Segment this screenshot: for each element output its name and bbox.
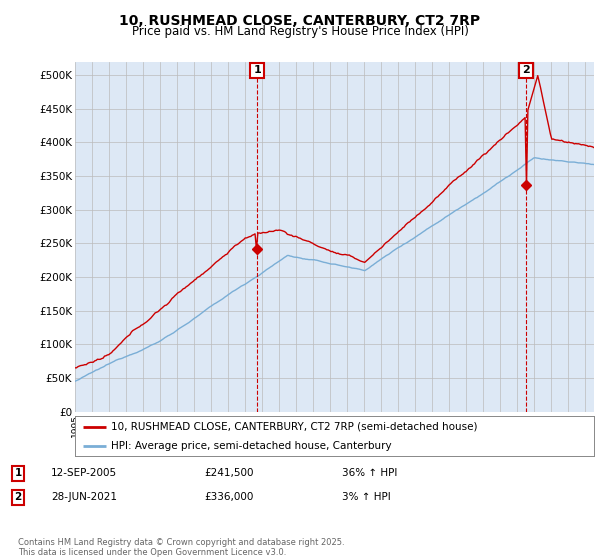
- Text: 2: 2: [522, 66, 530, 76]
- Text: 10, RUSHMEAD CLOSE, CANTERBURY, CT2 7RP: 10, RUSHMEAD CLOSE, CANTERBURY, CT2 7RP: [119, 14, 481, 28]
- Text: 1: 1: [253, 66, 261, 76]
- Text: 1: 1: [14, 468, 22, 478]
- Text: HPI: Average price, semi-detached house, Canterbury: HPI: Average price, semi-detached house,…: [112, 441, 392, 450]
- Text: Price paid vs. HM Land Registry's House Price Index (HPI): Price paid vs. HM Land Registry's House …: [131, 25, 469, 38]
- Text: 10, RUSHMEAD CLOSE, CANTERBURY, CT2 7RP (semi-detached house): 10, RUSHMEAD CLOSE, CANTERBURY, CT2 7RP …: [112, 422, 478, 432]
- Text: £241,500: £241,500: [204, 468, 254, 478]
- Text: 3% ↑ HPI: 3% ↑ HPI: [342, 492, 391, 502]
- Text: £336,000: £336,000: [204, 492, 253, 502]
- Text: 36% ↑ HPI: 36% ↑ HPI: [342, 468, 397, 478]
- Text: Contains HM Land Registry data © Crown copyright and database right 2025.
This d: Contains HM Land Registry data © Crown c…: [18, 538, 344, 557]
- Text: 28-JUN-2021: 28-JUN-2021: [51, 492, 117, 502]
- Text: 12-SEP-2005: 12-SEP-2005: [51, 468, 117, 478]
- Text: 2: 2: [14, 492, 22, 502]
